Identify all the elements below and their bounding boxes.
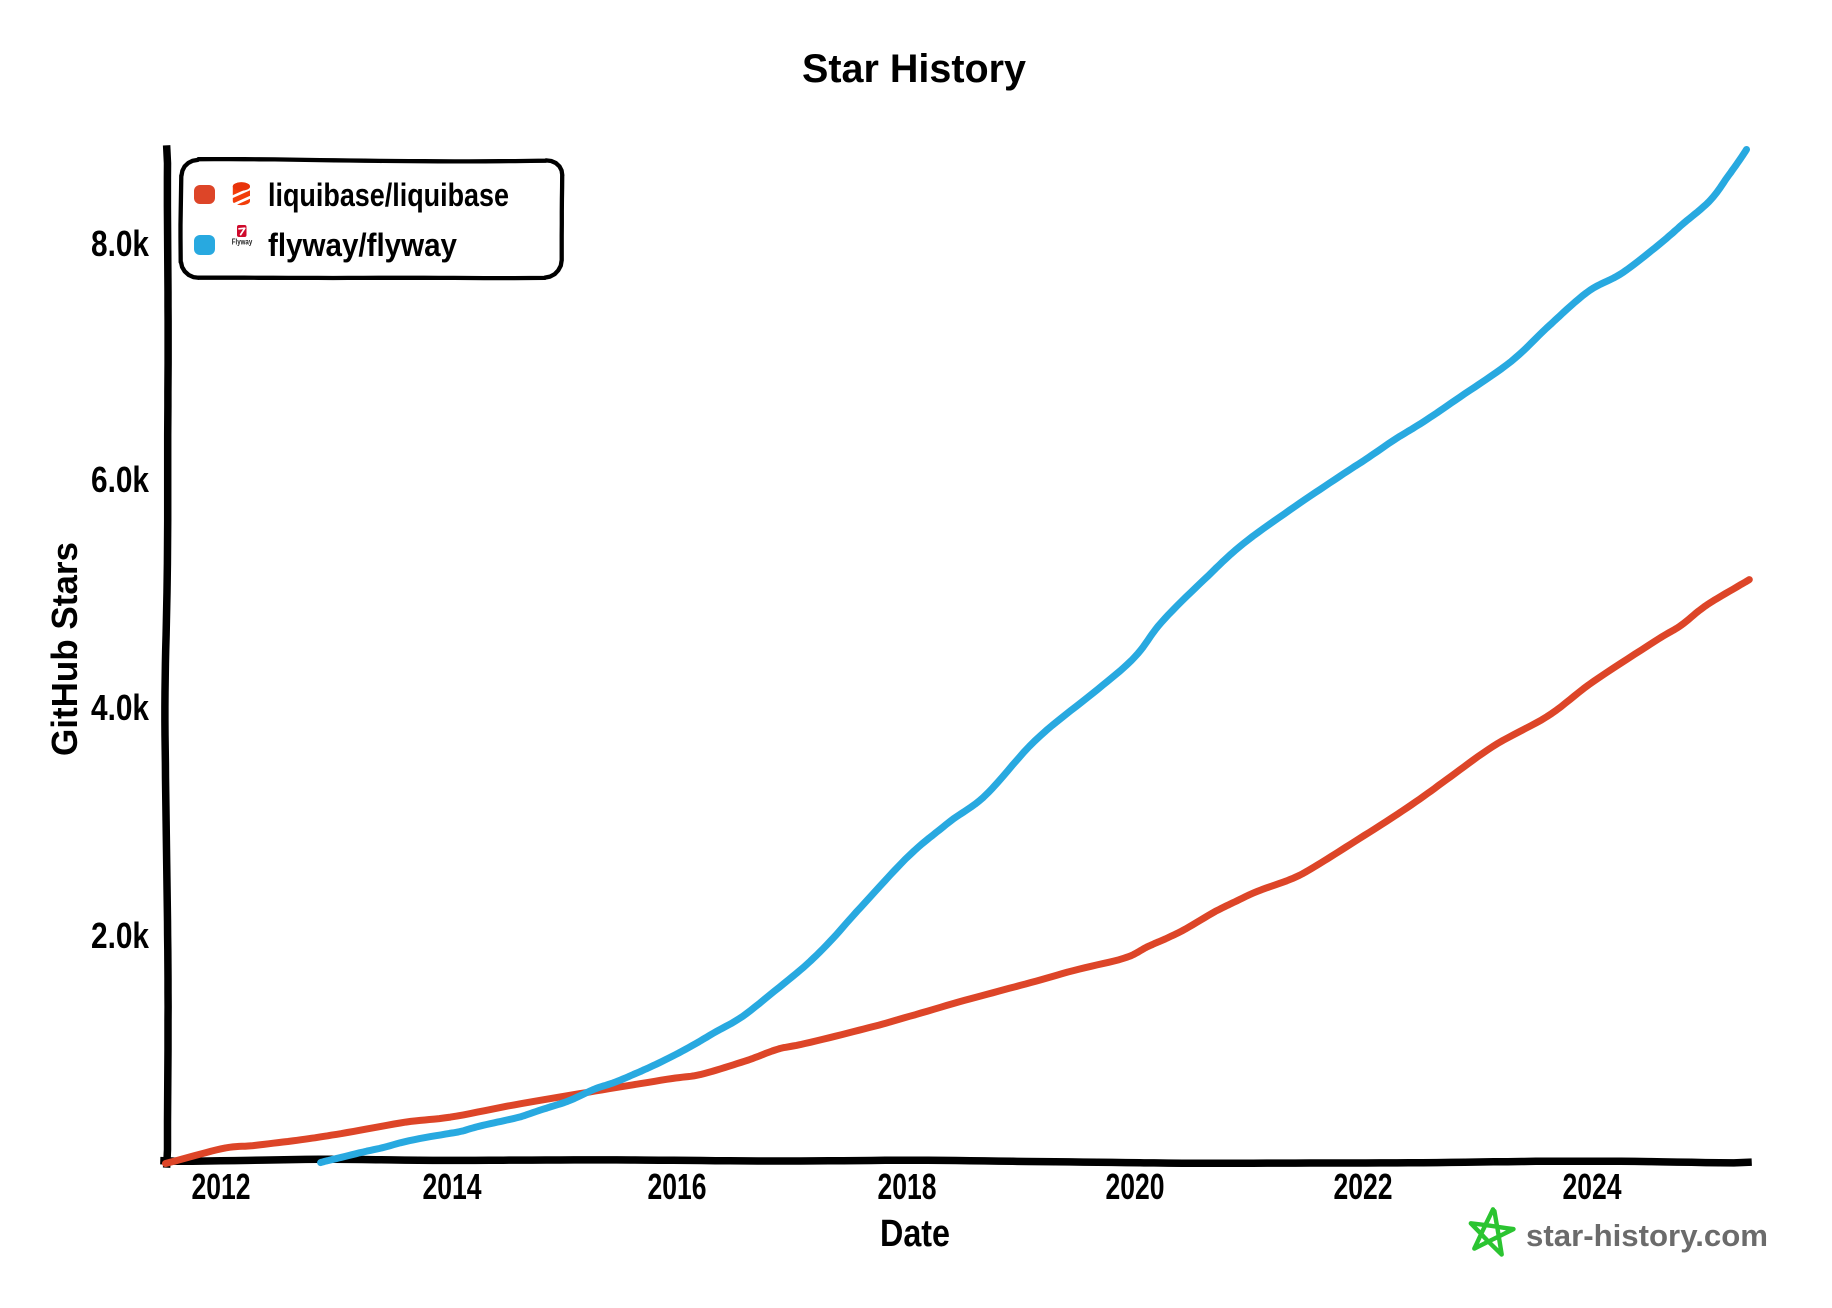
svg-text:2012: 2012 [192, 1166, 251, 1207]
svg-text:GitHub Stars: GitHub Stars [44, 542, 85, 756]
svg-text:Star History: Star History [802, 47, 1027, 91]
svg-text:flyway/flyway: flyway/flyway [268, 227, 457, 263]
svg-text:2016: 2016 [648, 1166, 707, 1207]
svg-text:Flyway: Flyway [232, 238, 253, 247]
svg-text:4.0k: 4.0k [91, 687, 150, 728]
svg-text:liquibase/liquibase: liquibase/liquibase [268, 177, 509, 213]
svg-text:2024: 2024 [1563, 1166, 1622, 1207]
svg-text:2014: 2014 [423, 1166, 482, 1207]
svg-text:Date: Date [880, 1213, 950, 1255]
svg-text:2022: 2022 [1334, 1166, 1393, 1207]
svg-text:2.0k: 2.0k [91, 915, 150, 956]
svg-text:6.0k: 6.0k [91, 459, 150, 500]
svg-text:star-history.com: star-history.com [1526, 1218, 1768, 1253]
svg-text:2018: 2018 [878, 1166, 937, 1207]
svg-text:8.0k: 8.0k [91, 223, 150, 264]
svg-text:2020: 2020 [1106, 1166, 1165, 1207]
